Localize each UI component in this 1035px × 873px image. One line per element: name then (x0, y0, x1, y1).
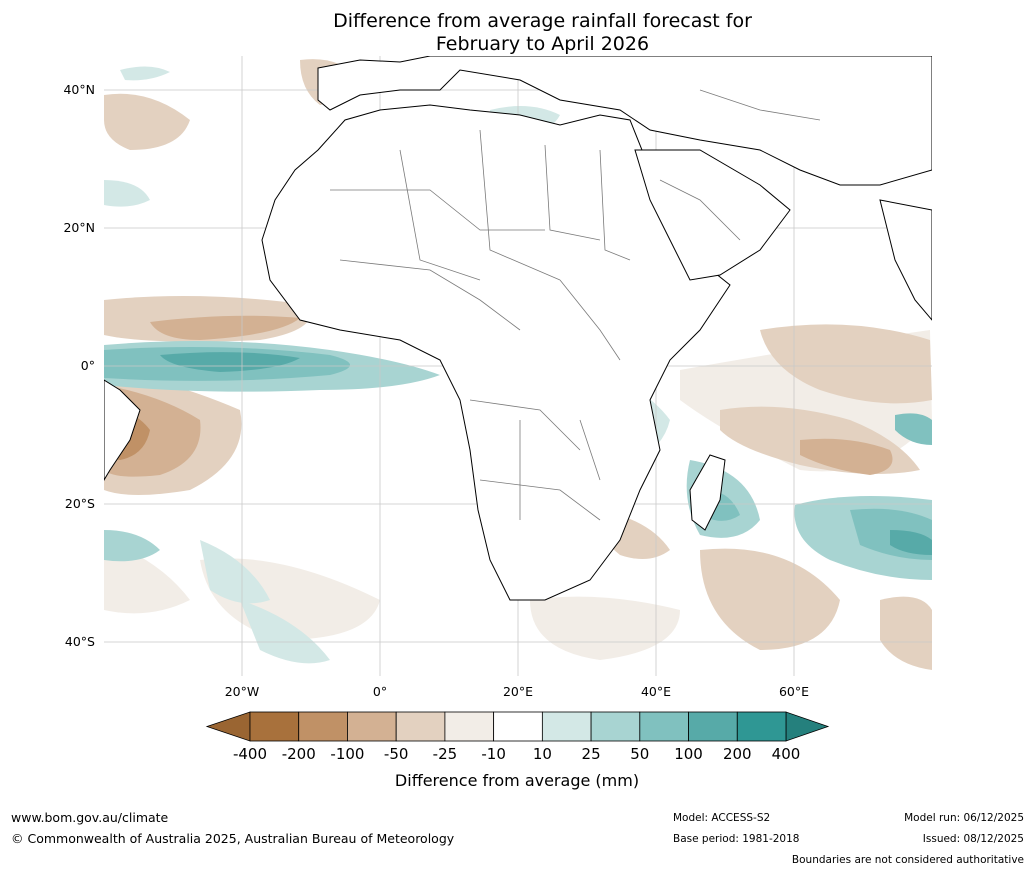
copyright-text: © Commonwealth of Australia 2025, Austra… (11, 831, 455, 846)
legend-swatch (639, 711, 689, 742)
country-borders (330, 89, 821, 521)
legend-swatch (395, 711, 446, 742)
disclaimer-text: Boundaries are not considered authoritat… (791, 854, 1024, 866)
legend-tick-label: -100 (330, 745, 364, 763)
legend-swatch (249, 711, 300, 742)
title-line-2: February to April 2026 (435, 33, 650, 55)
legend-swatch (590, 711, 641, 742)
lat-label: 20°S (65, 496, 95, 511)
lon-label: 20°E (503, 684, 533, 699)
legend-swatch (298, 711, 348, 742)
legend-swatch (347, 711, 397, 742)
lon-label: 60°E (779, 684, 809, 699)
legend-tick-label: -10 (481, 745, 506, 763)
legend-tick-label: 100 (674, 745, 703, 763)
lon-label: 40°E (641, 684, 671, 699)
title-line-1: Difference from average rainfall forecas… (333, 10, 752, 32)
lat-label: 40°N (63, 82, 95, 97)
model-run-text: Model run: 06/12/2025 (904, 812, 1024, 824)
lon-label: 0° (373, 684, 387, 699)
legend-swatch (541, 711, 592, 742)
lat-label: 40°S (65, 634, 95, 649)
website-text: www.bom.gov.au/climate (11, 810, 169, 825)
legend-swatch (444, 711, 495, 742)
lon-label: 20°W (225, 684, 260, 699)
lat-label: 0° (81, 358, 95, 373)
legend-tick-label: 25 (582, 745, 601, 763)
issued-text: Issued: 08/12/2025 (922, 833, 1024, 845)
coastlines (104, 56, 932, 601)
legend-high-extend-arrow (785, 711, 830, 742)
legend-swatch (493, 711, 543, 742)
legend-tick-label: 200 (723, 745, 752, 763)
legend-low-extend-arrow (205, 711, 251, 742)
legend-label: Difference from average (mm) (395, 771, 639, 790)
legend-tick-label: 50 (630, 745, 649, 763)
legend-swatch (736, 711, 787, 742)
base-period-text: Base period: 1981-2018 (673, 833, 800, 845)
legend-tick-label: 10 (533, 745, 552, 763)
latitude-labels: 40°N 20°N 0° 20°S 40°S (63, 82, 95, 649)
map-area (104, 56, 932, 676)
legend-tick-label: -400 (233, 745, 267, 763)
legend-tick-label: -25 (433, 745, 458, 763)
legend-tick-label: -200 (282, 745, 316, 763)
legend-tick-label: -50 (384, 745, 409, 763)
model-text: Model: ACCESS-S2 (673, 812, 771, 824)
legend-swatch (688, 711, 738, 742)
legend-colorbar: -400 -200 -100 -50 -25 -10 10 25 50 100 200 400 (205, 711, 830, 763)
legend-tick-label: 400 (772, 745, 801, 763)
map-title: Difference from average rainfall forecas… (0, 10, 1035, 56)
lat-label: 20°N (63, 220, 95, 235)
longitude-labels: 20°W 0° 20°E 40°E 60°E (225, 684, 809, 699)
